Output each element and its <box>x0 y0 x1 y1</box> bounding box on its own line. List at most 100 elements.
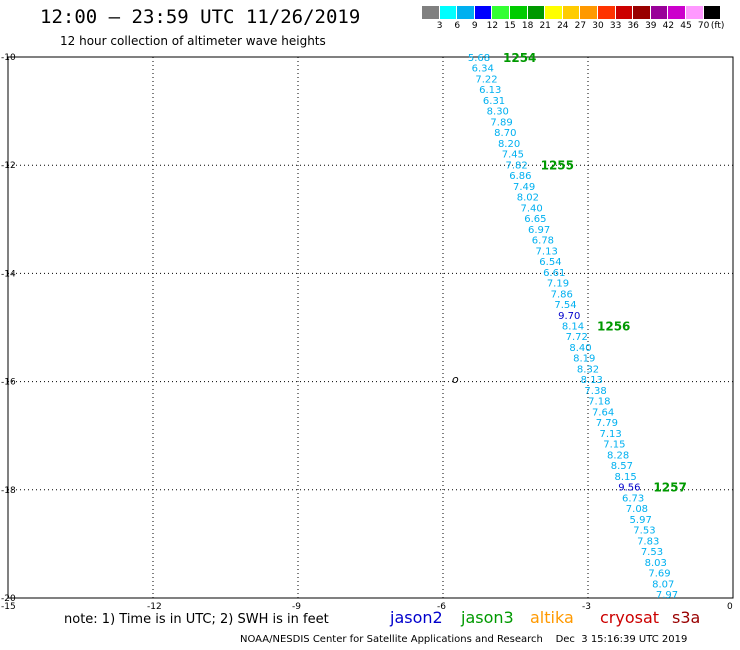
island-marker: o <box>452 373 459 386</box>
wave-height-value: 6.31 <box>483 96 505 107</box>
color-scale-label: 33 <box>609 21 622 31</box>
wave-height-value: 8.02 <box>517 193 539 204</box>
wave-height-value: 8.30 <box>487 107 509 118</box>
color-scale-label: 9 <box>471 21 478 31</box>
wave-height-value: 7.72 <box>566 332 588 343</box>
wave-height-value: 8.20 <box>498 139 520 150</box>
color-scale-label: (ft) <box>710 21 725 31</box>
color-swatch <box>474 6 493 19</box>
color-scale-label: 21 <box>539 21 551 31</box>
satellite-legend-item: s3a <box>672 608 701 627</box>
lon-tick-label: -9 <box>292 602 301 612</box>
wave-height-value: 7.13 <box>599 429 621 440</box>
wave-height-value: 7.45 <box>502 150 524 161</box>
wave-height-value: 8.13 <box>581 375 603 386</box>
pass-time-label: 1255 <box>541 158 574 172</box>
wave-height-value: 8.07 <box>652 579 674 590</box>
legend-note: note: 1) Time is in UTC; 2) SWH is in fe… <box>64 612 329 627</box>
color-swatch <box>422 6 440 19</box>
wave-height-value: 9.56 <box>618 483 640 494</box>
wave-height-value: 6.86 <box>509 171 531 182</box>
color-scale-label: 42 <box>662 21 675 31</box>
wave-height-value: 7.89 <box>490 117 512 128</box>
page-title: 12:00 – 23:59 UTC 11/26/2019 <box>40 6 361 28</box>
lat-tick-label: -10 <box>1 53 16 63</box>
wave-height-value: 7.69 <box>648 569 670 580</box>
wave-height-value: 8.40 <box>569 343 591 354</box>
wave-height-value: 8.32 <box>577 364 599 375</box>
wave-height-value: 5.68 <box>468 53 490 64</box>
wave-height-value: 5.97 <box>630 515 652 526</box>
wave-height-value: 6.61 <box>543 268 565 279</box>
color-swatch <box>703 6 722 19</box>
color-scale-label: 6 <box>454 21 461 31</box>
color-swatch <box>580 6 598 19</box>
wave-height-value: 7.22 <box>475 74 497 85</box>
color-scale-label: 70 <box>697 21 710 31</box>
pass-time-label: 1254 <box>503 51 536 65</box>
lon-tick-label: -3 <box>582 602 591 612</box>
satellite-legend-item: jason2 <box>390 608 443 627</box>
color-swatch <box>527 6 546 19</box>
wave-height-value: 7.49 <box>513 182 535 193</box>
wave-height-value: 7.54 <box>554 300 576 311</box>
wave-height-value: 7.19 <box>547 279 569 290</box>
color-swatch <box>597 6 616 19</box>
color-scale-label: 18 <box>521 21 534 31</box>
wave-height-value: 8.19 <box>573 354 595 365</box>
color-scale-label: 36 <box>627 21 639 31</box>
wave-height-value: 9.70 <box>558 311 580 322</box>
wave-height-value: 8.14 <box>562 322 584 333</box>
color-swatch <box>492 6 510 19</box>
color-swatch <box>685 6 704 19</box>
color-scale <box>422 6 722 19</box>
wave-height-value: 8.03 <box>645 558 667 569</box>
color-swatch <box>650 6 669 19</box>
wave-height-value: 7.15 <box>603 440 625 451</box>
wave-height-value: 8.15 <box>615 472 637 483</box>
pass-time-label: 1257 <box>653 481 686 495</box>
color-swatch <box>457 6 475 19</box>
footer-credit: NOAA/NESDIS Center for Satellite Applica… <box>240 634 688 645</box>
lat-tick-label: -16 <box>1 378 16 388</box>
color-swatch <box>615 6 634 19</box>
color-swatch <box>509 6 528 19</box>
wave-height-value: 7.53 <box>633 526 655 537</box>
wave-height-value: 7.40 <box>521 203 543 214</box>
wave-height-value: 8.70 <box>494 128 516 139</box>
color-swatch <box>545 6 563 19</box>
lon-tick-label: -12 <box>147 602 162 612</box>
wave-height-value: 7.97 <box>656 590 678 601</box>
wave-height-value: 7.38 <box>584 386 606 397</box>
wave-height-value: 7.53 <box>641 547 663 558</box>
wave-height-value: 7.18 <box>588 397 610 408</box>
wave-height-value: 7.86 <box>551 289 573 300</box>
wave-height-value: 6.54 <box>539 257 561 268</box>
color-scale-label: 24 <box>557 21 569 31</box>
wave-height-value: 7.64 <box>592 407 614 418</box>
wave-height-value: 7.08 <box>626 504 648 515</box>
wave-height-value: 7.13 <box>536 246 558 257</box>
color-scale-label: 15 <box>504 21 516 31</box>
color-swatch <box>439 6 458 19</box>
satellite-legend-item: altika <box>530 608 574 627</box>
wave-height-value: 7.83 <box>637 536 659 547</box>
color-scale-label: 3 <box>436 21 443 31</box>
wave-height-value: 7.82 <box>505 160 527 171</box>
lat-tick-label: -20 <box>1 594 16 604</box>
wave-height-value: 7.79 <box>596 418 618 429</box>
page-subtitle: 12 hour collection of altimeter wave hei… <box>60 34 326 48</box>
lon-tick-label: -6 <box>437 602 446 612</box>
lon-tick-label: 0 <box>727 602 733 612</box>
wave-height-value: 6.34 <box>472 64 494 75</box>
map-frame <box>7 56 734 599</box>
color-scale-label: 27 <box>574 21 587 31</box>
pass-time-label: 1256 <box>597 320 630 334</box>
color-scale-label: 12 <box>486 21 499 31</box>
wave-height-value: 6.78 <box>532 236 554 247</box>
lat-tick-label: -14 <box>1 269 16 279</box>
color-swatch <box>633 6 651 19</box>
satellite-legend-item: cryosat <box>600 608 660 627</box>
wave-height-value: 6.65 <box>524 214 546 225</box>
